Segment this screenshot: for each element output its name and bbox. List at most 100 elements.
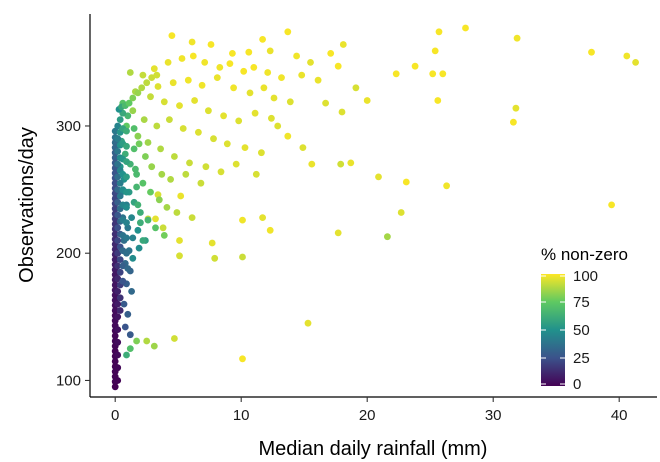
- y-tick-label: 200: [56, 245, 81, 262]
- data-point: [188, 38, 196, 46]
- legend-tick-label: 25: [573, 350, 590, 367]
- data-point: [188, 214, 196, 222]
- data-point: [402, 178, 410, 186]
- data-point: [443, 182, 450, 190]
- data-point: [120, 300, 128, 308]
- data-point: [160, 232, 168, 239]
- data-point: [337, 160, 345, 168]
- data-point: [135, 244, 143, 252]
- data-point: [266, 47, 274, 55]
- data-point: [239, 253, 246, 261]
- data-point: [157, 145, 165, 153]
- data-point: [397, 209, 405, 216]
- data-point: [153, 71, 161, 79]
- data-point: [182, 170, 190, 178]
- legend-tick-label: 100: [573, 268, 598, 285]
- data-point: [129, 234, 137, 242]
- data-point: [202, 163, 210, 171]
- data-point: [632, 59, 639, 66]
- data-point: [338, 108, 346, 116]
- data-point: [201, 59, 209, 66]
- data-point: [220, 112, 228, 120]
- data-point: [191, 97, 199, 104]
- data-point: [160, 98, 168, 106]
- data-point: [134, 89, 142, 97]
- legend-tick-label: 0: [573, 376, 581, 393]
- data-point: [304, 319, 312, 327]
- x-tick-label: 20: [359, 407, 376, 424]
- data-point: [216, 64, 224, 71]
- legend-ticks: 0 25 50 75 100: [541, 268, 598, 393]
- data-point: [154, 191, 162, 199]
- data-point: [268, 114, 275, 122]
- data-point: [439, 70, 447, 78]
- data-point: [111, 332, 119, 340]
- data-point: [111, 179, 119, 187]
- data-point: [114, 211, 122, 219]
- data-point: [147, 188, 154, 196]
- data-point: [137, 209, 144, 216]
- data-point: [126, 331, 134, 339]
- data-point: [334, 62, 342, 70]
- data-point: [278, 74, 285, 81]
- data-point: [114, 313, 122, 321]
- data-point: [144, 139, 152, 146]
- data-point: [173, 209, 181, 216]
- data-point: [116, 192, 124, 200]
- data-point: [111, 307, 119, 314]
- data-point: [226, 60, 234, 67]
- data-point: [284, 28, 292, 36]
- data-point: [264, 69, 272, 76]
- data-point: [205, 107, 212, 115]
- data-point: [123, 158, 130, 166]
- data-point: [142, 153, 149, 160]
- data-point: [129, 254, 137, 262]
- data-point: [153, 122, 161, 130]
- data-point: [176, 237, 183, 244]
- data-point: [128, 214, 136, 222]
- data-point: [114, 186, 122, 194]
- data-point: [339, 41, 347, 48]
- data-point: [241, 144, 249, 152]
- data-point: [363, 97, 371, 104]
- data-point: [623, 52, 631, 60]
- data-point: [210, 135, 217, 143]
- data-point: [133, 337, 141, 345]
- data-point: [327, 50, 335, 57]
- data-point: [139, 179, 147, 187]
- data-point: [171, 335, 178, 342]
- data-point: [114, 364, 122, 372]
- data-point: [186, 159, 193, 167]
- data-point: [111, 358, 119, 365]
- data-point: [239, 355, 246, 363]
- data-point: [266, 226, 274, 234]
- data-point: [116, 294, 124, 302]
- data-point: [314, 76, 322, 84]
- data-point: [114, 351, 122, 359]
- data-point: [116, 179, 124, 187]
- data-point: [114, 262, 122, 270]
- data-point: [116, 116, 124, 123]
- data-point: [114, 377, 122, 384]
- data-point: [163, 204, 171, 211]
- legend-title: % non-zero: [541, 245, 628, 264]
- data-point: [114, 198, 122, 206]
- data-point: [111, 281, 119, 289]
- data-point: [130, 125, 138, 132]
- data-point: [123, 249, 130, 257]
- data-point: [270, 94, 278, 102]
- data-point: [352, 84, 360, 92]
- data-point: [121, 323, 129, 331]
- data-point: [245, 48, 253, 56]
- data-point: [155, 196, 163, 204]
- data-point: [246, 89, 254, 97]
- data-point: [114, 160, 122, 168]
- data-point: [114, 338, 122, 346]
- data-point: [114, 326, 122, 333]
- data-point: [223, 140, 231, 148]
- data-point: [144, 216, 152, 224]
- data-point: [608, 201, 615, 209]
- data-point: [129, 94, 137, 102]
- data-point: [252, 170, 260, 178]
- data-point: [166, 116, 173, 123]
